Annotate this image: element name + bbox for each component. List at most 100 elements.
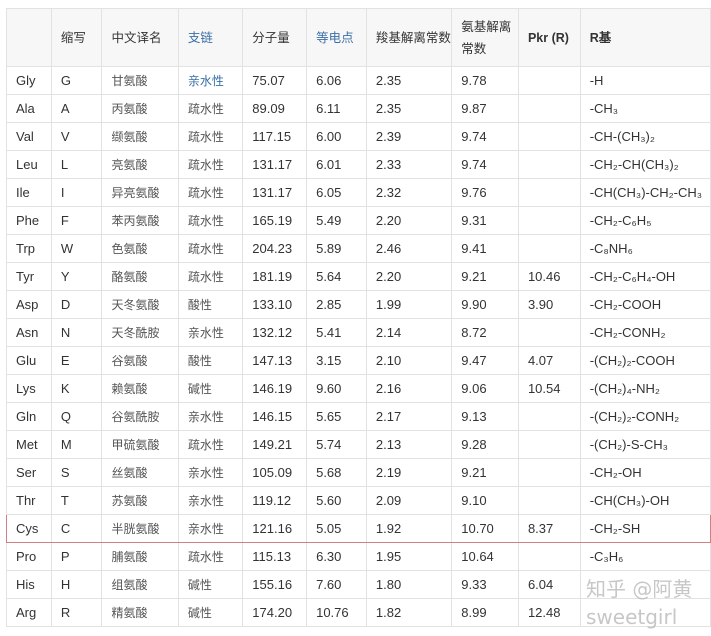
table-cell: 204.23: [242, 234, 308, 263]
table-cell: 亲水性: [177, 486, 244, 515]
table-cell: 亮氨酸: [101, 150, 179, 179]
table-cell: 2.39: [365, 122, 453, 151]
table-cell: 疏水性: [177, 122, 244, 151]
table-cell: Q: [50, 402, 103, 431]
table-cell: 2.33: [365, 150, 453, 179]
table-cell: 色氨酸: [101, 234, 179, 263]
table-cell: 149.21: [242, 430, 308, 459]
table-row: Ser S 丝氨酸 亲水性 105.09 5.68 2.19 9.21 -CH₂-OH: [6, 458, 711, 487]
table-cell: [517, 150, 581, 179]
table-cell: 谷氨酰胺: [101, 402, 179, 431]
table-cell: 147.13: [242, 346, 308, 375]
table-cell: 9.74: [451, 122, 519, 151]
table-cell: P: [50, 542, 103, 571]
table-cell: 9.33: [451, 570, 519, 599]
table-cell: E: [50, 346, 103, 375]
table-cell: 119.12: [242, 486, 308, 515]
table-row: Gln Q 谷氨酰胺 亲水性 146.15 5.65 2.17 9.13 -(CH₂)₂-CON…: [6, 402, 711, 431]
table-cell: F: [50, 206, 103, 235]
table-cell: 6.30: [306, 542, 367, 571]
table-row: His H 组氨酸 碱性 155.16 7.60 1.80 9.33 6.04: [6, 570, 711, 599]
table-cell: -CH₂-CH(CH₃)₂: [579, 150, 711, 179]
column-header: [6, 8, 52, 67]
table-cell: 疏水性: [177, 542, 244, 571]
table-cell: -CH(CH₃)-OH: [579, 486, 711, 515]
table-cell: -CH₃: [579, 94, 711, 123]
table-cell: 7.60: [306, 570, 367, 599]
table-cell: 9.78: [451, 66, 519, 95]
table-cell: 1.82: [365, 598, 453, 627]
table-cell: 181.19: [242, 262, 308, 291]
table-cell: 2.10: [365, 346, 453, 375]
table-cell: 碱性: [177, 374, 244, 403]
table-cell: 10.70: [451, 514, 519, 543]
table-cell: Ala: [6, 94, 52, 123]
table-cell: [517, 542, 581, 571]
table-row: Asn N 天冬酰胺 亲水性 132.12 5.41 2.14 8.72 -CH₂-CONH₂: [6, 318, 711, 347]
table-cell: 8.37: [517, 514, 581, 543]
table-cell: 3.15: [306, 346, 367, 375]
table-row: Trp W 色氨酸 疏水性 204.23 5.89 2.46 9.41 -C₈NH₆: [6, 234, 711, 263]
table-cell: 丙氨酸: [101, 94, 179, 123]
table-cell: [517, 122, 581, 151]
table-cell: 5.41: [306, 318, 367, 347]
table-cell: G: [50, 66, 103, 95]
table-cell: Val: [6, 122, 52, 151]
table-row: Leu L 亮氨酸 疏水性 131.17 6.01 2.33 9.74 -CH₂-CH(CH₃)…: [6, 150, 711, 179]
column-header[interactable]: 等电点: [306, 8, 367, 67]
table-cell: 6.01: [306, 150, 367, 179]
table-cell: 5.64: [306, 262, 367, 291]
column-header[interactable]: 支链: [177, 8, 244, 67]
table-cell: 9.47: [451, 346, 519, 375]
table-row: Ile I 异亮氨酸 疏水性 131.17 6.05 2.32 9.76 -CH(CH₃)-CH…: [6, 178, 711, 207]
table-cell: 2.20: [365, 262, 453, 291]
table-cell: D: [50, 290, 103, 319]
table-cell: 6.06: [306, 66, 367, 95]
table-cell: 2.19: [365, 458, 453, 487]
table-cell: 4.07: [517, 346, 581, 375]
table-cell: Cys: [6, 514, 52, 543]
table-cell: S: [50, 458, 103, 487]
table-cell: 2.85: [306, 290, 367, 319]
table-cell: 亲水性: [177, 514, 244, 543]
table-cell: -CH₂-CONH₂: [579, 318, 711, 347]
table-cell: 6.00: [306, 122, 367, 151]
table-cell: 2.17: [365, 402, 453, 431]
table-cell: 174.20: [242, 598, 308, 627]
table-row: Glu E 谷氨酸 酸性 147.13 3.15 2.10 9.47 4.07 -(CH₂)₂-C…: [6, 346, 711, 375]
table-cell: 6.11: [306, 94, 367, 123]
table-cell: 133.10: [242, 290, 308, 319]
table-cell: 9.90: [451, 290, 519, 319]
table-cell: 2.14: [365, 318, 453, 347]
table-cell: K: [50, 374, 103, 403]
table-cell: 酪氨酸: [101, 262, 179, 291]
table-row: Gly G 甘氨酸 亲水性 75.07 6.06 2.35 9.78 -H: [6, 66, 711, 95]
table-cell: 疏水性: [177, 262, 244, 291]
table-cell: -CH₂-C₆H₅: [579, 206, 711, 235]
table-cell: 亲水性: [177, 318, 244, 347]
table-cell: 2.09: [365, 486, 453, 515]
table-cell: V: [50, 122, 103, 151]
table-cell: Ile: [6, 178, 52, 207]
column-header: 氨基解离常数: [451, 8, 519, 67]
table-row: Lys K 赖氨酸 碱性 146.19 9.60 2.16 9.06 10.54 -(CH₂)₄-…: [6, 374, 711, 403]
table-cell: 1.80: [365, 570, 453, 599]
table-cell: A: [50, 94, 103, 123]
table-cell: 1.99: [365, 290, 453, 319]
table-cell: 5.05: [306, 514, 367, 543]
table-cell: 9.31: [451, 206, 519, 235]
table-cell: 12.48: [517, 598, 581, 627]
table-cell: 半胱氨酸: [101, 514, 179, 543]
table-cell: 5.68: [306, 458, 367, 487]
table-row: Val V 缬氨酸 疏水性 117.15 6.00 2.39 9.74 -CH-(CH₃)₂: [6, 122, 711, 151]
table-cell: [517, 66, 581, 95]
table-cell: 9.87: [451, 94, 519, 123]
table-cell[interactable]: 亲水性: [177, 66, 244, 95]
table-row: Met M 甲硫氨酸 疏水性 149.21 5.74 2.13 9.28 -(CH₂)-S-CH…: [6, 430, 711, 459]
table-cell: 2.13: [365, 430, 453, 459]
table-cell: 9.60: [306, 374, 367, 403]
table-cell: 甘氨酸: [101, 66, 179, 95]
column-header: 分子量: [242, 8, 308, 67]
table-cell: 脯氨酸: [101, 542, 179, 571]
table-cell: 8.99: [451, 598, 519, 627]
